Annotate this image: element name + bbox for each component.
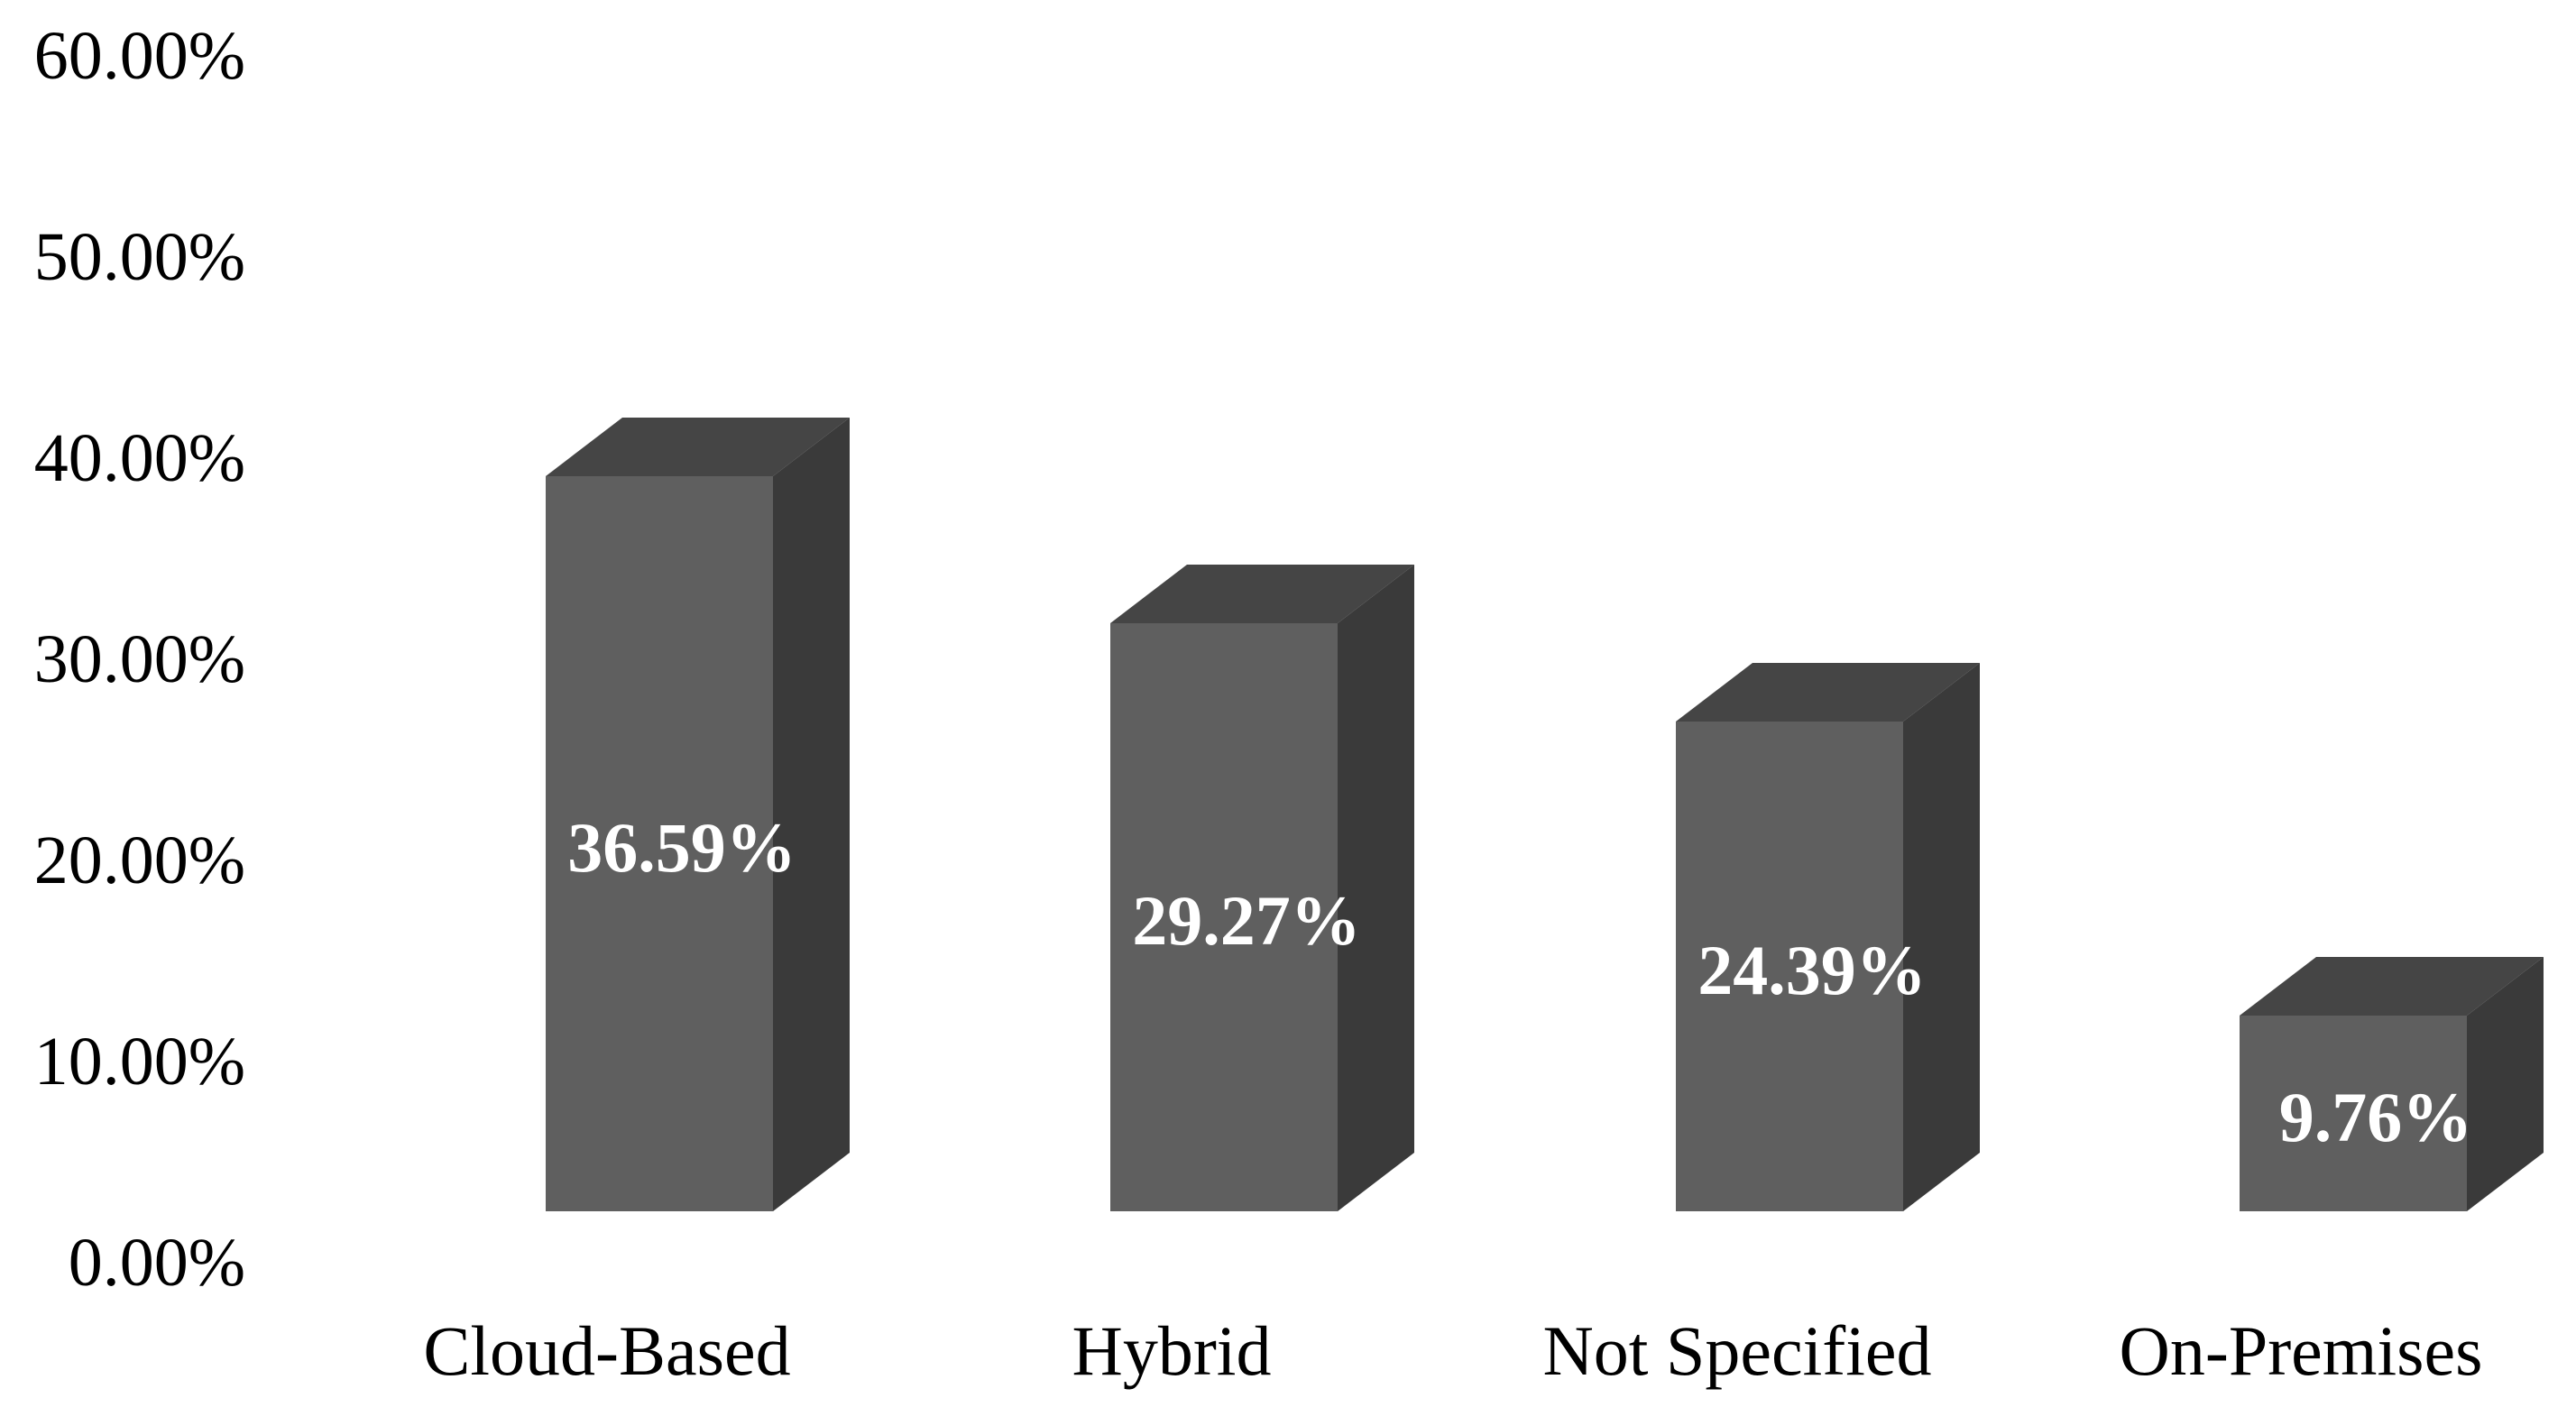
y-tick-label: 0.00% <box>68 1225 245 1301</box>
bar-side-face <box>773 418 850 1211</box>
y-tick-label: 30.00% <box>33 621 245 697</box>
bar-front-face <box>2240 1016 2467 1211</box>
category-label: Cloud-Based <box>423 1311 791 1390</box>
category-label: Not Specified <box>1542 1311 1932 1390</box>
bar-top-face <box>1110 565 1414 623</box>
bar-value-label: 36.59% <box>567 807 796 887</box>
bar-front-face <box>1110 623 1338 1211</box>
y-tick-label: 20.00% <box>33 823 245 898</box>
bar-value-label: 24.39% <box>1697 930 1927 1009</box>
bar-side-face <box>1338 565 1414 1211</box>
y-tick-label: 60.00% <box>33 18 245 94</box>
bar-side-face <box>1903 663 1980 1211</box>
y-tick-label: 50.00% <box>33 219 245 295</box>
bar-value-label: 9.76% <box>2278 1077 2473 1156</box>
bar-front-face <box>546 476 773 1211</box>
bar-front-face <box>1676 722 1903 1211</box>
category-label: Hybrid <box>1072 1311 1272 1390</box>
bar-side-face <box>2467 957 2544 1211</box>
bar-top-face <box>546 418 850 476</box>
category-label: On-Premises <box>2119 1311 2483 1390</box>
y-tick-label: 10.00% <box>33 1024 245 1099</box>
y-tick-label: 40.00% <box>33 420 245 496</box>
bar-top-face <box>2240 957 2544 1016</box>
bar-top-face <box>1676 663 1980 722</box>
bar-value-label: 29.27% <box>1132 881 1361 960</box>
